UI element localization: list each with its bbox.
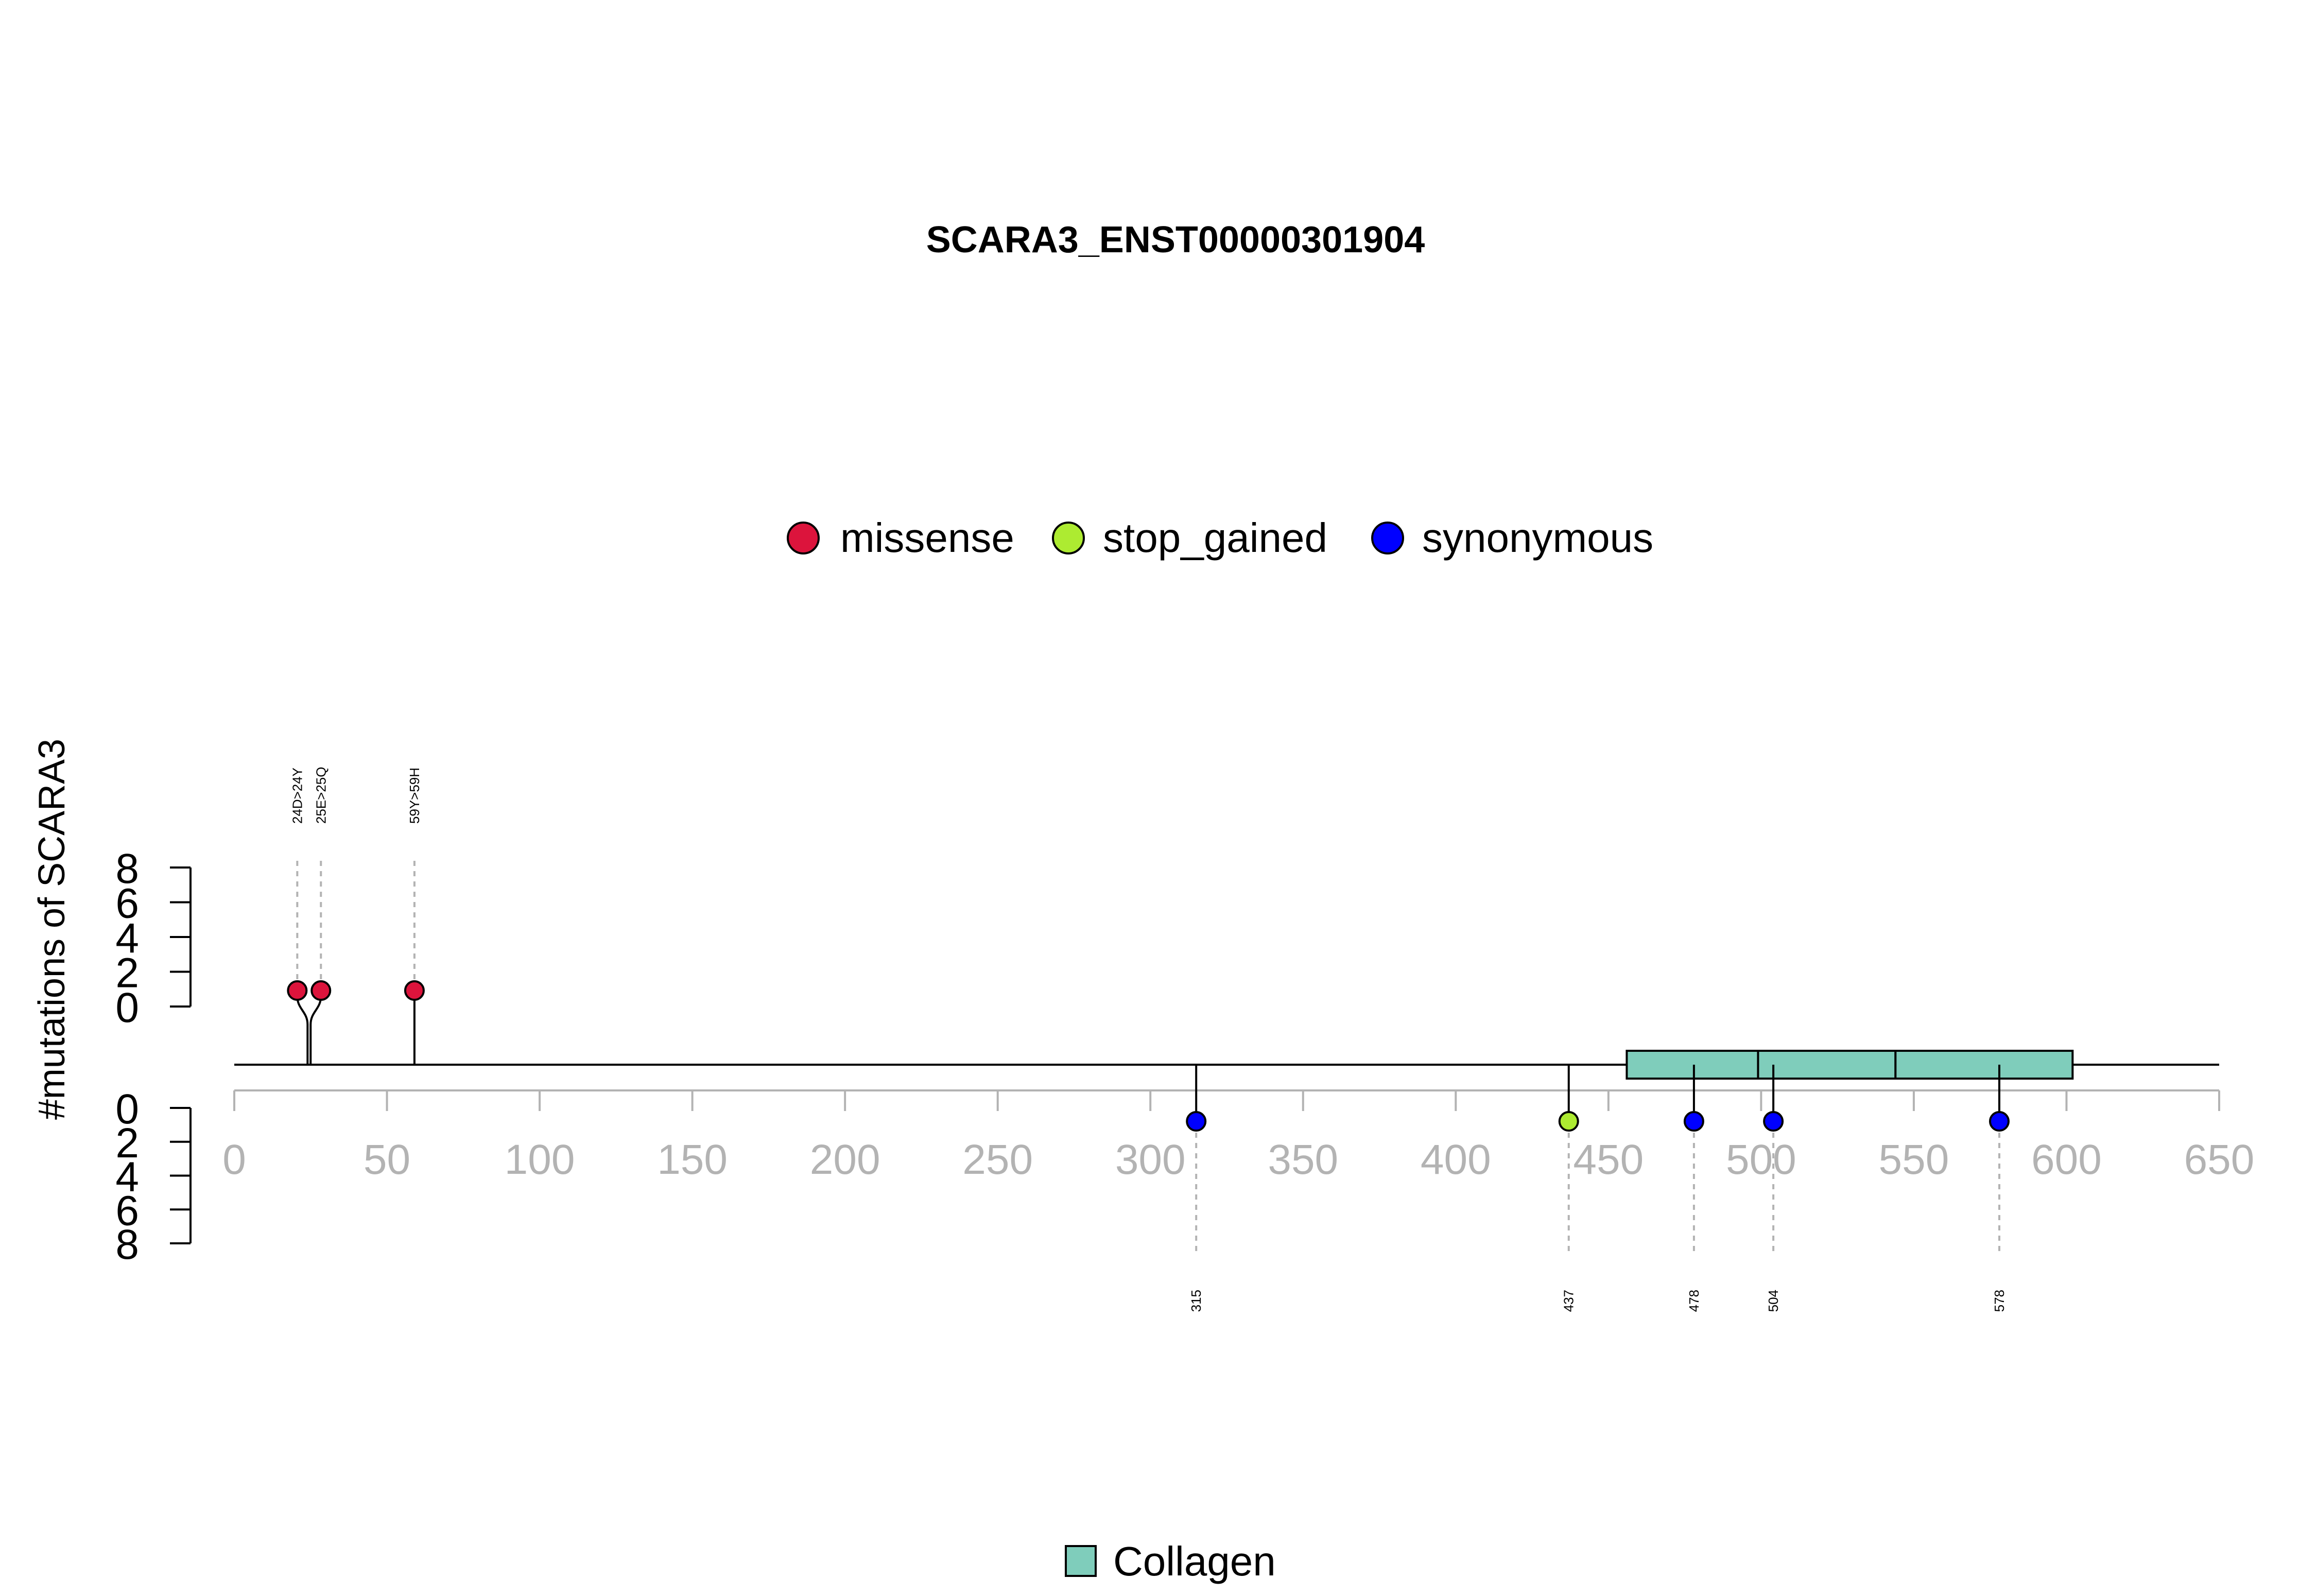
y-axis-label: #mutations of SCARA3 — [31, 739, 73, 1120]
mutation-label: 578 — [1992, 1290, 2007, 1312]
top-mutations: 24D>24Y 25E>25Q 59Y>59H — [287, 767, 425, 1065]
mutation-synonymous-dot — [1683, 1111, 1704, 1132]
x-axis: 0 50 100 150 200 250 300 350 400 450 500 550 600 650 — [222, 1089, 2255, 1183]
y-tick-label: 0 — [115, 984, 139, 1031]
mutation-label: 59Y>59H — [407, 768, 422, 824]
x-tick-label: 100 — [505, 1136, 575, 1183]
type-legend: missense stop_gained synonymous — [787, 515, 1653, 561]
x-tick-label: 0 — [222, 1136, 246, 1183]
domain-box — [1626, 1050, 1759, 1080]
bottom-mutations: 315 437 478 504 578 — [1186, 1065, 2010, 1312]
y-tick-label: 8 — [115, 1221, 139, 1268]
y-tick-label: 0 — [115, 1086, 139, 1133]
mutation-label: 315 — [1188, 1290, 1204, 1312]
y-tick-label: 6 — [115, 880, 139, 927]
x-tick-label: 600 — [2031, 1136, 2102, 1183]
x-tick-label: 300 — [1115, 1136, 1186, 1183]
x-tick-label: 150 — [657, 1136, 728, 1183]
mutation-synonymous-dot — [1989, 1111, 2010, 1132]
x-tick-label: 250 — [962, 1136, 1033, 1183]
x-tick-label: 450 — [1573, 1136, 1644, 1183]
mutation-synonymous-dot — [1186, 1111, 1207, 1132]
mutation-synonymous-dot — [1763, 1111, 1784, 1132]
x-tick-label: 550 — [1879, 1136, 1949, 1183]
domain-boxes — [1626, 1050, 2074, 1080]
mutation-missense-dot — [287, 980, 308, 1001]
x-tick-label: 50 — [364, 1136, 410, 1183]
y-tick-label: 4 — [115, 915, 139, 962]
legend-domain-label: Collagen — [1113, 1538, 1276, 1584]
mutation-label: 504 — [1766, 1290, 1781, 1312]
x-tick-label: 400 — [1421, 1136, 1491, 1183]
legend-stop_gained-label: stop_gained — [1103, 515, 1327, 561]
x-tick-label: 500 — [1726, 1136, 1796, 1183]
domain-legend: Collagen — [1065, 1538, 1276, 1584]
legend-synonymous-dot — [1371, 522, 1404, 554]
mutation-label: 24D>24Y — [289, 768, 305, 824]
legend-domain-swatch — [1065, 1545, 1097, 1577]
y-tick-label: 4 — [115, 1154, 139, 1201]
legend-synonymous-label: synonymous — [1422, 515, 1653, 561]
mutation-label: 437 — [1561, 1290, 1577, 1312]
domain-box — [1894, 1050, 2074, 1080]
mutation-stop_gained-dot — [1558, 1111, 1579, 1132]
y-tick-label: 2 — [115, 1120, 139, 1167]
mutation-missense-dot — [404, 980, 425, 1001]
y-tick-label: 6 — [115, 1187, 139, 1234]
y-tick-label: 8 — [115, 845, 139, 892]
x-tick-label: 350 — [1268, 1136, 1338, 1183]
x-tick-label: 200 — [810, 1136, 880, 1183]
legend-missense-label: missense — [840, 515, 1014, 561]
mutation-missense-dot — [310, 980, 332, 1001]
x-tick-label: 650 — [2184, 1136, 2255, 1183]
y-tick-label: 2 — [115, 950, 139, 997]
legend-stop_gained-dot — [1052, 522, 1085, 554]
mutation-label: 25E>25Q — [313, 767, 328, 824]
legend-missense-dot — [787, 522, 820, 554]
mutation-label: 478 — [1686, 1290, 1702, 1312]
chart-title: SCARA3_ENST00000301904 — [926, 219, 1425, 261]
domain-box — [1757, 1050, 1897, 1080]
